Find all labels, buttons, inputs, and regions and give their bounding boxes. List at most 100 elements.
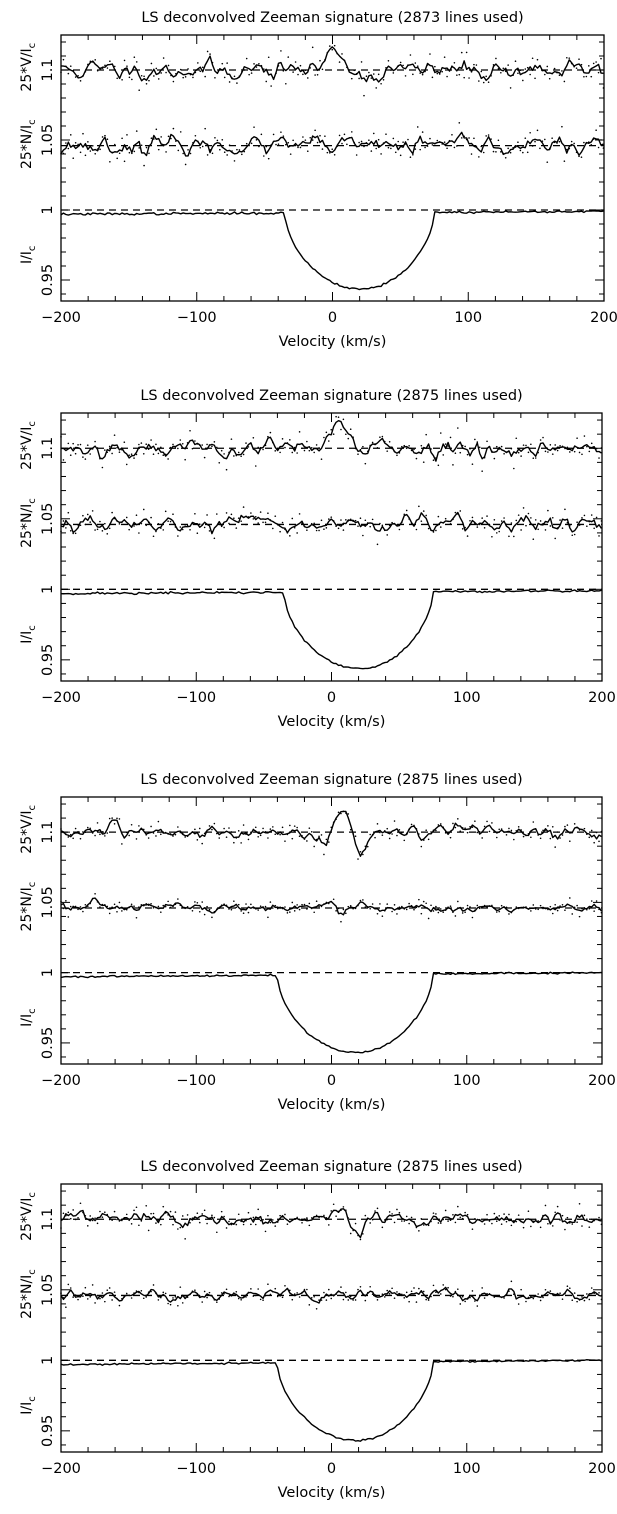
data-point-V (143, 75, 145, 78)
data-point-N (318, 905, 320, 908)
data-point-V (179, 68, 182, 71)
x-tick-label: 0 (327, 690, 336, 706)
data-point-N (181, 1302, 184, 1304)
data-point-V (532, 821, 535, 823)
data-point-V (556, 831, 559, 833)
data-point-N (364, 1299, 367, 1302)
data-point-V (573, 450, 576, 453)
data-point-N (177, 898, 179, 900)
data-point-V (135, 61, 138, 63)
data-point-N (350, 131, 353, 133)
data-point-V (583, 75, 585, 78)
data-point-N (223, 151, 226, 154)
data-point-N (198, 523, 201, 525)
data-point-N (328, 1288, 330, 1291)
x-axis-label: Velocity (km/s) (278, 1097, 386, 1113)
data-point-V (320, 458, 323, 460)
x-tick-label: 200 (588, 1073, 616, 1089)
data-point-V (250, 72, 253, 74)
data-point-N (280, 131, 282, 133)
data-point-N (245, 903, 247, 905)
data-point-V (272, 1219, 274, 1221)
data-point-N (380, 153, 382, 155)
data-point-N (597, 146, 600, 149)
data-point-N (324, 135, 326, 137)
data-point-N (313, 1295, 315, 1298)
data-point-V (548, 77, 551, 80)
data-point-V (79, 443, 82, 446)
data-point-N (284, 906, 286, 908)
data-point-N (481, 517, 483, 519)
data-point-N (91, 1284, 94, 1286)
data-point-N (476, 904, 479, 907)
data-point-N (84, 523, 87, 526)
data-point-N (140, 1289, 143, 1292)
y-axis-label: 25*N/Ic (19, 119, 38, 169)
data-point-V (150, 62, 153, 65)
data-point-V (437, 1222, 440, 1224)
data-point-N (399, 154, 402, 157)
data-point-V (515, 1220, 518, 1223)
data-point-N (228, 144, 231, 146)
y-tick-label: 1.05 (40, 886, 56, 918)
data-point-N (482, 151, 485, 154)
data-point-V (274, 833, 277, 836)
data-point-N (225, 1288, 228, 1291)
data-point-N (590, 143, 593, 146)
data-point-N (508, 535, 510, 538)
data-point-N (245, 523, 247, 526)
data-point-V (350, 77, 353, 80)
data-point-N (306, 529, 308, 531)
data-point-V (291, 451, 294, 454)
data-point-V (488, 1220, 491, 1222)
data-point-V (495, 57, 497, 60)
data-point-V (145, 1205, 148, 1207)
data-point-V (181, 442, 184, 445)
data-point-N (422, 900, 425, 903)
data-point-N (138, 532, 140, 534)
data-point-V (554, 1211, 556, 1214)
y-tick-label: 0.95 (40, 644, 56, 676)
data-point-V (257, 446, 259, 449)
data-point-N (331, 148, 334, 151)
data-point-N (371, 518, 374, 521)
data-point-N (299, 146, 302, 149)
data-point-V (218, 837, 221, 839)
data-point-N (177, 149, 180, 152)
data-point-V (128, 76, 131, 79)
data-point-N (534, 140, 536, 143)
data-point-N (82, 1295, 84, 1297)
x-tick-label: −200 (41, 310, 81, 326)
data-point-N (485, 135, 487, 137)
data-point-N (74, 142, 77, 144)
data-point-V (507, 64, 509, 66)
data-point-N (352, 1299, 354, 1301)
data-point-V (99, 833, 101, 836)
data-point-N (296, 532, 298, 534)
data-point-V (420, 444, 423, 447)
data-point-V (298, 431, 301, 433)
data-point-N (108, 527, 111, 530)
x-axis-label: Velocity (km/s) (278, 1485, 386, 1501)
data-point-N (452, 1295, 454, 1298)
data-point-V (172, 1223, 174, 1226)
data-point-N (121, 910, 123, 912)
data-point-V (272, 826, 274, 828)
data-point-V (372, 73, 375, 75)
data-point-V (595, 447, 598, 450)
data-point-V (131, 78, 133, 81)
data-point-V (284, 1213, 286, 1216)
data-point-V (598, 457, 600, 459)
data-point-N (162, 1291, 165, 1294)
data-point-N (108, 1287, 111, 1289)
data-point-V (588, 1226, 591, 1228)
data-point-N (206, 514, 208, 516)
data-point-N (157, 148, 160, 151)
y-axis-label: I/Ic (19, 246, 38, 264)
data-point-N (437, 515, 440, 518)
data-point-N (335, 910, 337, 912)
data-point-N (318, 529, 320, 532)
series-line-V (60, 810, 602, 857)
data-point-N (284, 1284, 286, 1287)
y-tick-label: 1 (40, 1356, 56, 1365)
